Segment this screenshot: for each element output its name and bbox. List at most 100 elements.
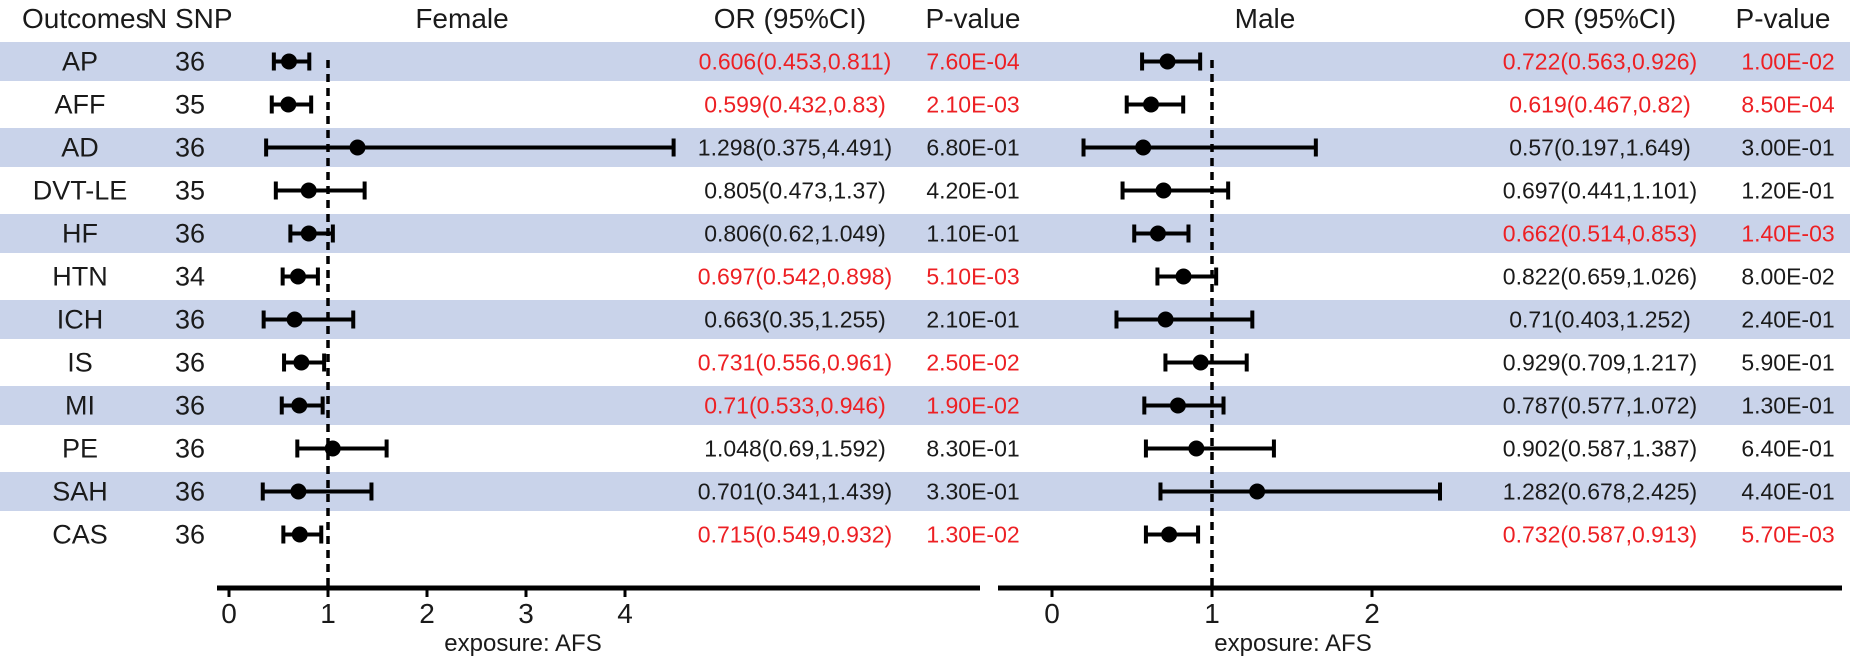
axis-exposure-label: exposure: AFS xyxy=(1214,630,1372,657)
or-dot xyxy=(300,225,317,242)
or-ci-value: 0.619(0.467,0.82) xyxy=(1509,91,1691,117)
or-dot xyxy=(1192,354,1209,371)
p-value: 5.70E-03 xyxy=(1741,521,1835,547)
p-value: 2.40E-01 xyxy=(1741,306,1835,332)
or-ci-value: 0.822(0.659,1.026) xyxy=(1502,263,1698,289)
outcome-label: PE xyxy=(61,433,99,463)
p-value: 8.30E-01 xyxy=(926,435,1020,461)
or-dot xyxy=(280,53,297,70)
or-ci-value: 1.048(0.69,1.592) xyxy=(704,435,886,461)
p-value: 4.20E-01 xyxy=(926,177,1020,203)
panel-header-female: Female xyxy=(415,3,509,34)
outcome-label: SAH xyxy=(52,476,108,506)
outcome-label: HTN xyxy=(52,261,108,291)
p-value: 6.80E-01 xyxy=(926,134,1020,160)
p-value: 4.40E-01 xyxy=(1741,478,1835,504)
or-ci-value: 1.282(0.678,2.425) xyxy=(1502,478,1698,504)
or-dot xyxy=(1135,139,1152,156)
panel-header-male: Male xyxy=(1234,3,1296,34)
outcome-label: MI xyxy=(65,390,95,420)
or-dot xyxy=(1149,225,1166,242)
outcome-label: AFF xyxy=(54,89,106,119)
p-value: 3.00E-01 xyxy=(1741,134,1835,160)
p-value: 1.90E-02 xyxy=(926,392,1020,418)
or-dot xyxy=(1155,182,1172,199)
outcome-label: DVT-LE xyxy=(32,175,128,205)
n-snp-value: 36 xyxy=(174,218,206,248)
p-value: 2.10E-01 xyxy=(926,306,1020,332)
or-dot xyxy=(1157,311,1174,328)
n-snp-value: 36 xyxy=(174,390,206,420)
or-ci-value: 0.902(0.587,1.387) xyxy=(1502,435,1698,461)
n-snp-value: 36 xyxy=(174,347,206,377)
or-ci-value: 0.71(0.403,1.252) xyxy=(1509,306,1691,332)
x-tick-label: 1 xyxy=(320,598,336,629)
or-dot xyxy=(1143,96,1160,113)
or-ci-value: 0.731(0.556,0.961) xyxy=(697,349,893,375)
or-ci-value: 0.929(0.709,1.217) xyxy=(1502,349,1698,375)
n-snp-value: 36 xyxy=(174,476,206,506)
or-ci-value: 0.663(0.35,1.255) xyxy=(704,306,886,332)
p-value: 2.50E-02 xyxy=(926,349,1020,375)
or-ci-value: 0.701(0.341,1.439) xyxy=(697,478,893,504)
x-tick-label: 0 xyxy=(1044,598,1060,629)
or-ci-value: 0.806(0.62,1.049) xyxy=(704,220,886,246)
or-dot xyxy=(290,268,307,285)
x-tick-label: 1 xyxy=(1204,598,1220,629)
or-dot xyxy=(280,96,297,113)
or-dot xyxy=(1175,268,1192,285)
or-ci-value: 0.697(0.542,0.898) xyxy=(697,263,893,289)
or-dot xyxy=(1159,53,1176,70)
p-value: 8.50E-04 xyxy=(1741,91,1835,117)
axis-exposure-label: exposure: AFS xyxy=(444,630,602,657)
x-tick-label: 0 xyxy=(221,598,237,629)
p-value: 1.10E-01 xyxy=(926,220,1020,246)
p-value: 1.00E-02 xyxy=(1741,48,1835,74)
or-ci-value: 0.697(0.441,1.101) xyxy=(1502,177,1698,203)
column-header-p-value-male: P-value xyxy=(1735,3,1831,34)
or-dot xyxy=(291,526,308,543)
outcome-label: ICH xyxy=(56,304,104,334)
n-snp-value: 36 xyxy=(174,46,206,76)
n-snp-value: 36 xyxy=(174,132,206,162)
column-header-or-ci-female: OR (95%CI) xyxy=(713,3,867,34)
column-header-outcomes: Outcomes xyxy=(22,3,150,34)
or-dot xyxy=(1249,483,1266,500)
outcome-label: AD xyxy=(61,132,99,162)
or-ci-value: 0.787(0.577,1.072) xyxy=(1502,392,1698,418)
n-snp-value: 35 xyxy=(174,175,206,205)
or-ci-value: 0.57(0.197,1.649) xyxy=(1509,134,1691,160)
or-ci-value: 0.732(0.587,0.913) xyxy=(1502,521,1698,547)
n-snp-value: 36 xyxy=(174,519,206,549)
or-ci-value: 0.71(0.533,0.946) xyxy=(704,392,886,418)
or-ci-value: 0.606(0.453,0.811) xyxy=(698,48,892,74)
p-value: 2.10E-03 xyxy=(926,91,1020,117)
or-ci-value: 0.662(0.514,0.853) xyxy=(1502,220,1698,246)
p-value: 1.30E-01 xyxy=(1741,392,1835,418)
or-dot xyxy=(349,139,366,156)
or-dot xyxy=(293,354,310,371)
column-header-or-ci-male: OR (95%CI) xyxy=(1523,3,1677,34)
or-dot xyxy=(300,182,317,199)
outcome-label: CAS xyxy=(52,519,108,549)
n-snp-value: 36 xyxy=(174,433,206,463)
n-snp-value: 34 xyxy=(174,261,206,291)
or-ci-value: 0.805(0.473,1.37) xyxy=(704,177,886,203)
or-dot xyxy=(286,311,303,328)
or-dot xyxy=(1169,397,1186,414)
or-ci-value: 0.599(0.432,0.83) xyxy=(704,91,886,117)
outcome-label: IS xyxy=(67,347,93,377)
n-snp-value: 35 xyxy=(174,89,206,119)
x-tick-label: 2 xyxy=(419,598,435,629)
or-ci-value: 1.298(0.375,4.491) xyxy=(697,134,893,160)
x-tick-label: 2 xyxy=(1364,598,1380,629)
x-tick-label: 3 xyxy=(518,598,534,629)
p-value: 5.90E-01 xyxy=(1741,349,1835,375)
p-value: 6.40E-01 xyxy=(1741,435,1835,461)
p-value: 5.10E-03 xyxy=(926,263,1020,289)
x-tick-label: 4 xyxy=(617,598,633,629)
or-dot xyxy=(1161,526,1178,543)
